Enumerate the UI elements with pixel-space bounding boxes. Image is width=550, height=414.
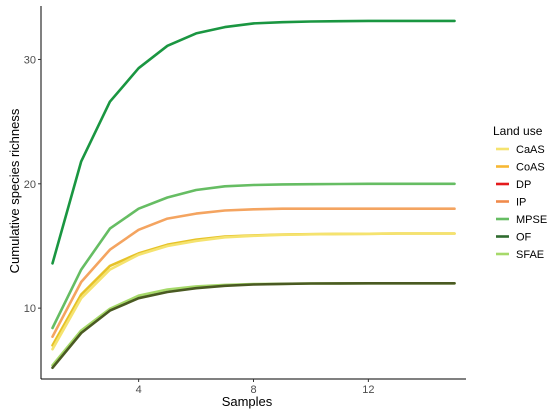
series-line-dp [51,281,456,370]
series-line-ip [51,207,456,339]
y-tick-label: 20 [24,179,36,191]
series-line-sfae [51,281,456,367]
legend-label-ip: IP [516,197,526,209]
y-axis-title: Cumulative species richness [7,108,22,273]
x-tick-label: 12 [362,384,374,396]
legend: Land use CaAS CoAS DP IP MPSE OF SFAE [493,124,547,261]
x-tick-label: 4 [136,384,142,396]
legend-title: Land use [493,124,543,138]
x-axis-title: Samples [222,394,273,409]
y-tick-label: 10 [24,303,36,315]
legend-label-sfae: SFAE [516,249,544,261]
legend-label-caas: CaAS [516,144,545,156]
axes: 4 8 12 10 20 30 [24,6,466,396]
y-tick-label: 30 [24,54,36,66]
series-layer [51,19,456,370]
legend-label-mpse: MPSE [516,214,547,226]
legend-label-coas: CoAS [516,162,545,174]
series-line-mpse [51,182,456,330]
legend-label-of: OF [516,232,532,244]
series-line-coas [51,232,456,347]
series-line-caas [51,232,456,351]
series-line-of [51,19,456,265]
legend-label-dp: DP [516,179,531,191]
x-tick-label: 8 [250,384,256,396]
